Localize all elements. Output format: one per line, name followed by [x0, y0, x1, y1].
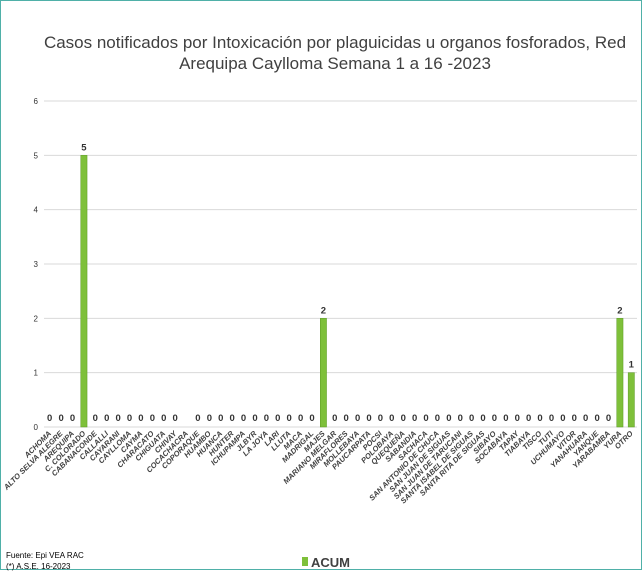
data-label: 0: [138, 413, 143, 424]
data-label: 0: [127, 413, 132, 424]
data-label: 0: [412, 413, 417, 424]
data-label: 0: [58, 413, 63, 424]
data-label: 2: [617, 305, 622, 316]
bar: [320, 318, 327, 428]
data-label: 0: [515, 413, 520, 424]
data-label: 0: [161, 413, 166, 424]
data-label: 0: [241, 413, 246, 424]
data-label: 0: [264, 413, 269, 424]
data-label: 0: [104, 413, 109, 424]
data-label: 0: [435, 413, 440, 424]
y-tick-label: 3: [34, 260, 39, 269]
data-label: 0: [492, 413, 497, 424]
data-label: 0: [47, 413, 52, 424]
bars: [80, 155, 635, 428]
data-label: 0: [526, 413, 531, 424]
legend-swatch: [302, 557, 308, 566]
data-label: 0: [207, 413, 212, 424]
data-label: 2: [321, 305, 326, 316]
data-labels: 0 0 050 0 0 0 0 0 0 0 0 0 0 0 0 0 0 0 0 0 020 0 0 0 0 0 0 0 0 0 0 0 0 0 0 0…: [47, 142, 635, 424]
data-label: 0: [298, 413, 303, 424]
data-label: 0: [70, 413, 75, 424]
data-label: 0: [355, 413, 360, 424]
data-label: 0: [172, 413, 177, 424]
data-label: 0: [606, 413, 611, 424]
bar: [616, 318, 624, 428]
data-label: 0: [93, 413, 98, 424]
bar: [80, 155, 88, 428]
data-label: 0: [401, 413, 406, 424]
data-label: 0: [560, 413, 565, 424]
data-label: 0: [594, 413, 599, 424]
data-label: 0: [344, 413, 349, 424]
data-label: 0: [218, 413, 223, 424]
data-label: 5: [81, 142, 87, 153]
data-label: 0: [446, 413, 451, 424]
y-tick-label: 1: [34, 369, 39, 378]
data-label: 0: [115, 413, 120, 424]
data-label: 0: [332, 413, 337, 424]
data-label: 0: [549, 413, 554, 424]
y-tick-label: 4: [34, 206, 39, 215]
y-tick-label: 0: [34, 423, 39, 432]
data-label: 0: [366, 413, 371, 424]
y-tick-label: 5: [34, 151, 39, 160]
data-label: 0: [195, 413, 200, 424]
data-label: 0: [287, 413, 292, 424]
source-note: Fuente: Epi VEA RAC: [6, 551, 84, 560]
data-label: 0: [389, 413, 394, 424]
data-label: 0: [423, 413, 428, 424]
legend-label: ACUM: [311, 555, 350, 570]
chart-title-line-1: Casos notificados por Intoxicación por p…: [44, 33, 626, 52]
y-axis-ticks: 0 1 2 3 4 5 6: [34, 97, 39, 432]
data-label: 0: [503, 413, 508, 424]
data-label: 0: [252, 413, 257, 424]
source-note-2: (*) A.S.E. 16-2023: [6, 562, 71, 571]
data-label: 0: [458, 413, 463, 424]
data-label: 0: [275, 413, 280, 424]
data-label: 0: [378, 413, 383, 424]
data-label: 0: [309, 413, 314, 424]
data-label: 0: [469, 413, 474, 424]
data-label: 0: [572, 413, 577, 424]
data-label: 0: [230, 413, 235, 424]
y-tick-label: 2: [34, 314, 39, 323]
gridlines: [44, 100, 637, 428]
data-label: 0: [583, 413, 588, 424]
chart-title-line-2: Arequipa Caylloma Semana 1 a 16 -2023: [179, 54, 491, 73]
data-label: 0: [537, 413, 542, 424]
bar: [627, 372, 635, 428]
data-label: 0: [480, 413, 485, 424]
data-label: 1: [629, 360, 635, 371]
data-label: 0: [150, 413, 155, 424]
y-tick-label: 6: [34, 97, 39, 106]
